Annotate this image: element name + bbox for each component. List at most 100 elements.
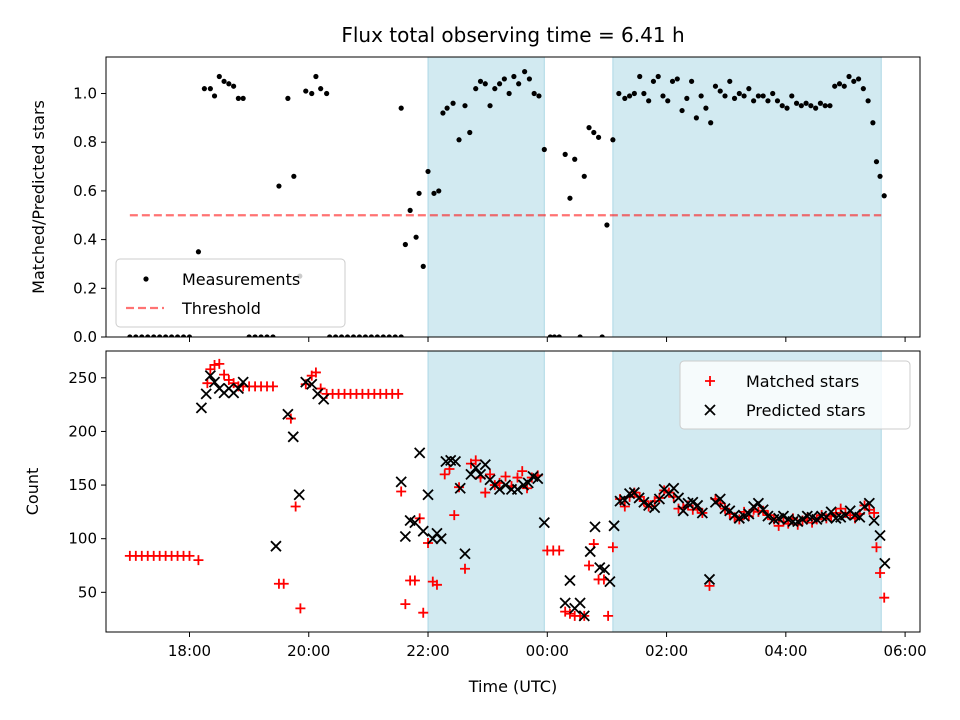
data-point xyxy=(425,168,431,175)
data-point xyxy=(741,93,747,99)
y-tick-label: 50 xyxy=(78,583,97,601)
data-point xyxy=(556,334,562,337)
data-point xyxy=(646,98,652,104)
data-point xyxy=(746,86,752,92)
data-point xyxy=(660,93,666,99)
data-point xyxy=(493,483,506,495)
data-point xyxy=(409,575,420,586)
data-point xyxy=(703,573,716,586)
data-point xyxy=(285,413,296,424)
data-point xyxy=(487,103,493,109)
data-point xyxy=(313,73,319,80)
data-point xyxy=(610,137,616,143)
data-point xyxy=(398,105,404,111)
data-point xyxy=(871,542,882,553)
data-point xyxy=(616,90,622,97)
data-point xyxy=(400,599,411,610)
data-point xyxy=(779,103,785,109)
data-point xyxy=(303,88,309,94)
data-point xyxy=(219,369,230,380)
data-point xyxy=(604,222,610,228)
data-point xyxy=(267,381,278,392)
legend-label: Measurements xyxy=(182,270,300,289)
data-point xyxy=(436,188,442,194)
axes-frame xyxy=(105,56,921,338)
data-point xyxy=(201,86,207,92)
data-point xyxy=(717,88,723,94)
data-point xyxy=(184,550,195,561)
data-point xyxy=(760,93,766,99)
data-point xyxy=(747,500,760,513)
data-point xyxy=(784,105,790,111)
data-point xyxy=(728,509,741,521)
data-point xyxy=(562,151,568,157)
x-axis-label: Time (UTC) xyxy=(468,677,557,696)
data-point xyxy=(479,459,491,471)
data-point xyxy=(470,455,481,466)
data-point xyxy=(869,507,880,518)
data-point xyxy=(209,359,220,370)
data-point xyxy=(637,73,643,80)
data-point xyxy=(526,76,532,82)
data-point xyxy=(586,125,592,131)
data-point xyxy=(696,507,708,519)
y-tick-label: 0.4 xyxy=(73,231,97,249)
x-tick-label: 04:00 xyxy=(764,642,807,660)
legend-label: Predicted stars xyxy=(746,401,866,420)
data-point xyxy=(598,564,611,576)
data-point xyxy=(477,78,484,84)
legend: Measurements Threshold xyxy=(115,258,346,328)
data-point xyxy=(572,156,578,162)
data-point xyxy=(392,334,398,337)
data-point xyxy=(851,78,857,84)
data-point xyxy=(309,90,315,97)
data-point xyxy=(285,95,291,101)
data-point xyxy=(276,183,282,189)
data-point xyxy=(619,501,630,512)
data-point xyxy=(860,86,866,92)
data-point xyxy=(827,103,833,109)
data-point xyxy=(698,93,704,99)
data-point xyxy=(399,530,411,543)
data-point xyxy=(599,334,605,337)
data-point xyxy=(626,93,633,99)
data-point xyxy=(743,508,755,520)
data-point xyxy=(817,100,824,106)
data-point xyxy=(653,493,666,505)
data-point xyxy=(684,95,690,101)
y-tick-label: 200 xyxy=(68,422,97,440)
data-point xyxy=(306,378,318,390)
legend-marker xyxy=(705,376,715,386)
data-point xyxy=(180,334,187,337)
data-point xyxy=(232,382,245,395)
data-point xyxy=(787,515,799,528)
data-point xyxy=(157,334,163,337)
chart-title: Flux total observing time = 6.41 h xyxy=(341,23,684,47)
data-point xyxy=(532,472,544,485)
data-point xyxy=(145,334,151,337)
data-point xyxy=(282,408,294,420)
data-point xyxy=(854,511,866,523)
data-point xyxy=(407,207,413,213)
data-point xyxy=(295,603,306,614)
legend-label: Threshold xyxy=(181,299,261,318)
data-point xyxy=(512,472,523,483)
data-point xyxy=(789,93,795,99)
data-point xyxy=(444,105,450,111)
data-point xyxy=(875,568,886,579)
data-point xyxy=(547,334,553,337)
data-point xyxy=(465,468,477,480)
y-axis-label: Count xyxy=(23,468,42,516)
data-point xyxy=(803,100,809,106)
data-point xyxy=(350,334,357,337)
data-point xyxy=(722,93,728,99)
data-point xyxy=(300,376,312,388)
data-point xyxy=(522,69,528,75)
data-point xyxy=(855,76,862,82)
data-point xyxy=(168,334,175,337)
data-point xyxy=(564,574,576,587)
data-point xyxy=(127,334,133,337)
data-point xyxy=(235,95,241,101)
data-point xyxy=(204,370,216,382)
